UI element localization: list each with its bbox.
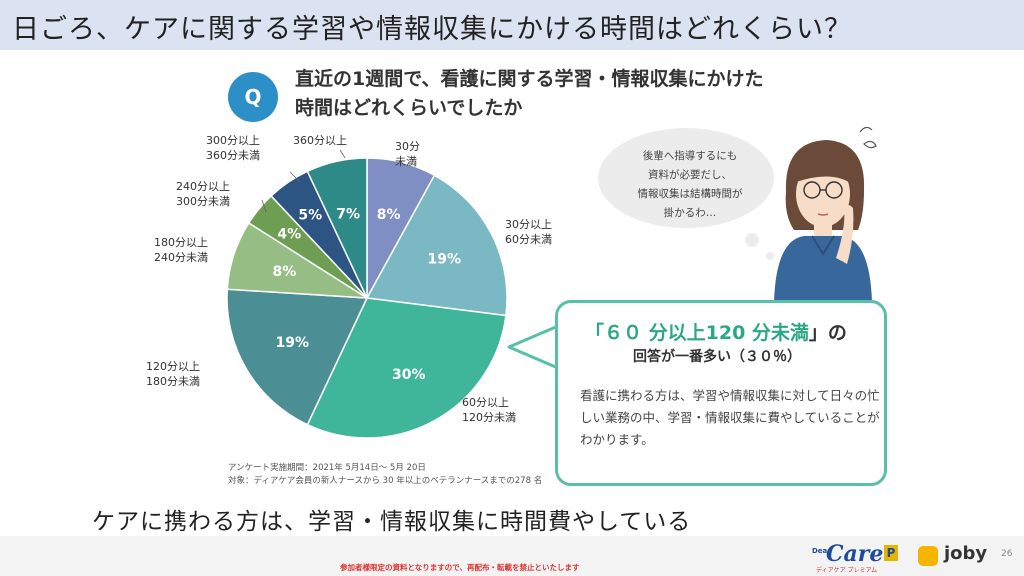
pie-leader-line [289, 171, 301, 183]
survey-subject: 対象：ディアケア会員の新人ナースから 30 年以上のベテランナースまでの278 … [228, 476, 543, 486]
summary-text: ケアに携わる方は、学習・情報収集に時間費やしている [92, 509, 692, 535]
pie-slice-category-label: 未満 [395, 155, 417, 168]
thought-text: 後輩へ指導するにも 資料が必要だし、 情報収集は結構時間が 掛かるわ… [620, 147, 760, 223]
pie-slice-value-label: 30% [392, 367, 426, 383]
pie-slice-value-label: 8% [377, 207, 401, 223]
pie-leader-line [261, 199, 267, 213]
survey-period: アンケート実施期間：2021年 5月14日～ 5月 20日 [228, 463, 426, 473]
dearcare-logo-dear: Dear [812, 547, 831, 555]
callout-highlight: ６０ 分以上120 分未満 [604, 322, 809, 344]
thought-line-2: 資料が必要だし、 [648, 169, 732, 181]
question-line-2: 時間はどれくらいでしたか [295, 97, 523, 119]
pie-slice-category-label: 360分以上 [293, 134, 347, 147]
pie-slice-value-label: 19% [428, 252, 462, 268]
pie-slice-category-label: 360分未満 [206, 149, 260, 162]
pie-slice-value-label: 5% [298, 208, 322, 224]
pie-slice-value-label: 8% [273, 264, 297, 280]
dearcare-logo-text: Care [826, 541, 884, 567]
pie-slice-category-label: 60分未満 [505, 233, 552, 246]
pie-slice-category-label: 30分 [395, 140, 420, 153]
title-bar [0, 0, 1024, 50]
thought-line-1: 後輩へ指導するにも [642, 150, 738, 162]
joby-face-icon [918, 546, 938, 566]
thought-dot-large [745, 233, 759, 247]
survey-note: アンケート実施期間：2021年 5月14日～ 5月 20日 対象：ディアケア会員… [228, 462, 542, 488]
footer-notice: 参加者様限定の資料となりますので、再配布・転載を禁止といたします [340, 563, 580, 572]
callout-subheadline: 回答が一番多い（３０％） [633, 349, 801, 365]
thought-line-3: 情報収集は結構時間が [637, 188, 743, 200]
pie-slice-category-label: 300分以上 [206, 134, 260, 147]
callout-box [555, 300, 887, 486]
callout-headline: 「６０ 分以上120 分未満」の [585, 318, 847, 345]
pie-slice-category-label: 180分未満 [146, 375, 200, 388]
pie-slice-category-label: 240分以上 [176, 180, 230, 193]
pie-leader-line [339, 149, 346, 159]
pie-slice [306, 157, 368, 299]
pie-slice-category-label: 180分以上 [154, 236, 208, 249]
survey-question: 直近の1週間で、看護に関する学習・情報収集にかけた 時間はどれくらいでしたか [295, 65, 763, 123]
pie-slice-category-label: 120分未満 [462, 411, 516, 424]
thought-dot-small [766, 252, 774, 260]
pie-slice-value-label: 4% [277, 227, 301, 243]
joby-logo-text: joby [944, 543, 988, 564]
callout-close-bracket: 」 [808, 322, 828, 344]
dearcare-logo-mark: P [884, 545, 898, 561]
pie-slice [226, 288, 369, 426]
pie-slice-category-label: 300分未満 [176, 195, 230, 208]
pie-slice [365, 174, 508, 317]
question-line-1: 直近の1週間で、看護に関する学習・情報収集にかけた [295, 68, 764, 90]
pie-slice-category-label: 60分以上 [462, 396, 509, 409]
pie-slice-value-label: 19% [276, 335, 310, 351]
callout-body: 看護に携わる方は、学習や情報収集に対して日々の忙しい業務の中、学習・情報収集に費… [580, 388, 880, 447]
callout-particle: の [827, 322, 847, 344]
thought-bubble [598, 128, 774, 228]
pie-slice [306, 297, 507, 439]
page-number: 26 [1001, 549, 1013, 559]
footer-bar [0, 536, 1024, 576]
pie-slice-category-label: 240分未満 [154, 251, 208, 264]
thought-line-4: 掛かるわ… [663, 207, 717, 219]
nurse-illustration [774, 126, 877, 302]
pie-slice-category-label: 30分以上 [505, 218, 552, 231]
joby-logo: joby [918, 543, 988, 567]
slide-title: 日ごろ、ケアに関する学習や情報収集にかける時間はどれくらい？ [12, 14, 852, 45]
dearcare-logo-sub: ディアケア プレミアム [816, 567, 878, 574]
dearcare-logo: Dear Care P ディアケア プレミアム [812, 541, 904, 574]
callout-pointer [507, 324, 559, 370]
pie-slice-category-label: 120分以上 [146, 360, 200, 373]
pie-slice-value-label: 7% [336, 206, 360, 222]
question-badge: Q [228, 72, 278, 122]
callout-open-bracket: 「 [585, 322, 605, 344]
